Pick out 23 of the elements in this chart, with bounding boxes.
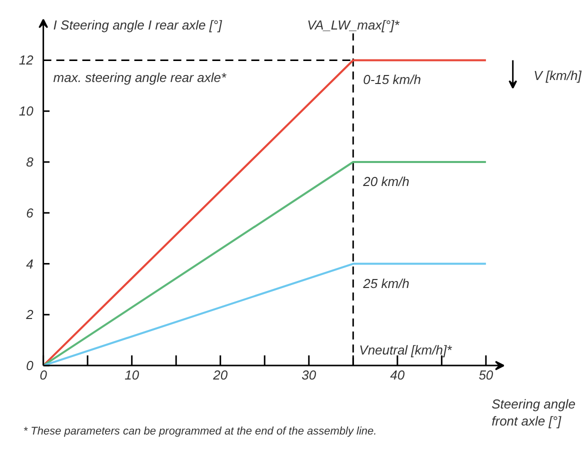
x-tick-label: 40 (390, 368, 406, 383)
y-tick-label: 12 (18, 52, 34, 68)
annotation: Vneutral [km/h]* (359, 342, 453, 358)
y-tick-label: 4 (26, 256, 34, 272)
series-label: 0-15 km/h (363, 72, 421, 88)
ref-line-label: max. steering angle rear axle* (53, 70, 227, 86)
y-tick-label: 0 (26, 358, 34, 374)
y-tick-label: 8 (26, 154, 34, 170)
x-tick-label: 20 (212, 368, 228, 383)
x-tick-label: 50 (478, 368, 494, 383)
y-axis-title: I Steering angle I rear axle [°] (53, 18, 222, 33)
y-tick-label: 10 (18, 104, 34, 119)
y-tick-label: 2 (25, 307, 34, 322)
series-label: 20 km/h (362, 174, 410, 190)
series-label: 25 km/h (362, 276, 410, 291)
x-tick-label: 30 (302, 368, 317, 383)
ref-line-label: VA_LW_max[°]* (307, 18, 400, 33)
text: V [km/h] (534, 68, 582, 84)
x-tick-label: 10 (124, 368, 140, 383)
text: * These parameters can be programmed at the end of the assembly line. (23, 426, 377, 438)
x-tick-label: 0 (40, 368, 48, 383)
y-tick-label: 6 (26, 205, 34, 220)
x-axis-title: Steering angle front axle [°] (492, 396, 576, 429)
